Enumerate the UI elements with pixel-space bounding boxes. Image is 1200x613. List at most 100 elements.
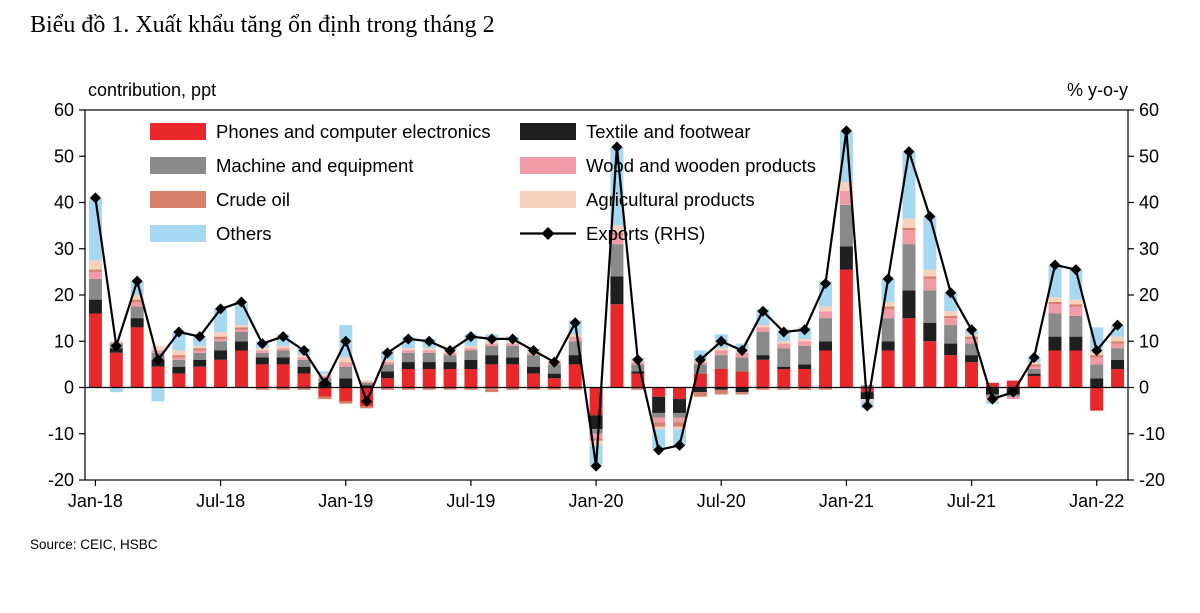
bar-segment	[318, 373, 332, 376]
bar-segment	[714, 387, 728, 390]
exports-diamond-marker	[110, 340, 122, 352]
bar-segment	[109, 352, 123, 388]
exports-diamond-marker	[1049, 259, 1061, 271]
bar-segment	[422, 352, 436, 363]
y-axis-label-left: 40	[54, 193, 74, 213]
bar-segment	[297, 387, 311, 390]
bar-segment	[756, 325, 770, 328]
bar-segment	[839, 204, 853, 247]
bar-segment	[130, 306, 144, 319]
exports-diamond-marker	[903, 146, 915, 158]
bar-segment	[902, 290, 916, 319]
bar-segment	[589, 415, 603, 430]
y-axis-label-right: 0	[1139, 378, 1149, 398]
legend-label: Agricultural products	[586, 189, 755, 210]
x-axis-label: Jul-18	[196, 491, 245, 511]
bar-segment	[297, 355, 311, 358]
bar-segment	[1111, 336, 1125, 342]
exports-diamond-marker	[444, 345, 456, 356]
source-note: Source: CEIC, HSBC	[30, 537, 158, 552]
exports-diamond-marker	[966, 324, 978, 336]
bar-segment	[360, 406, 374, 409]
legend-swatch	[520, 157, 576, 174]
bar-segment	[380, 362, 394, 365]
bar-segment	[756, 387, 770, 390]
bar-segment	[693, 392, 707, 397]
bar-segment	[923, 276, 937, 279]
bar-segment	[714, 355, 728, 369]
bar-segment	[1090, 364, 1104, 379]
bar-segment	[506, 343, 520, 346]
bar-segment	[881, 350, 895, 388]
bar-segment	[1069, 306, 1083, 316]
legend-label: Machine and equipment	[216, 155, 413, 176]
bar-segment	[735, 392, 749, 395]
x-axis-label: Jan-20	[569, 491, 624, 511]
bar-segment	[1048, 336, 1062, 351]
bar-segment	[673, 422, 687, 427]
exports-diamond-marker	[319, 377, 331, 389]
bar-segment	[401, 348, 415, 351]
exports-diamond-marker	[423, 335, 435, 347]
bar-segment	[923, 341, 937, 388]
bar-segment	[464, 359, 478, 369]
right-axis-title: % y-o-y	[1066, 80, 1128, 100]
bar-segment	[547, 373, 561, 379]
bar-segment	[1111, 341, 1125, 344]
exports-line	[94, 129, 1119, 468]
bar-segment	[610, 234, 624, 245]
bar-segment	[777, 348, 791, 367]
bar-segment	[965, 355, 979, 363]
bar-segment	[172, 359, 186, 367]
bar-segment	[234, 327, 248, 330]
bar-segment	[172, 373, 186, 388]
bar-segment	[881, 341, 895, 351]
bar-segment	[589, 440, 603, 446]
bar-segment	[860, 387, 874, 393]
bar-segment	[902, 227, 916, 231]
bar-segment	[276, 348, 290, 351]
bar-segment	[1027, 375, 1041, 388]
bar-segment	[255, 387, 269, 390]
exports-diamond-marker	[173, 326, 185, 338]
bar-segment	[130, 327, 144, 388]
bar-segment	[944, 318, 958, 326]
bar-segment	[693, 364, 707, 374]
y-axis-label-left: 60	[54, 100, 74, 120]
bar-segment	[506, 387, 520, 390]
exports-diamond-marker	[986, 393, 998, 405]
x-axis-label: Jul-21	[947, 491, 996, 511]
legend-swatch	[150, 123, 206, 140]
bar-segment	[589, 438, 603, 441]
bar-segment	[923, 278, 937, 291]
exports-diamond-marker	[381, 347, 393, 359]
exports-diamond-marker	[778, 326, 790, 338]
bar-segment	[965, 338, 979, 344]
bar-segment	[902, 318, 916, 388]
bar-segment	[819, 318, 833, 342]
bar-segment	[881, 301, 895, 307]
bar-segment	[443, 387, 457, 390]
y-axis-label-left: 10	[54, 331, 74, 351]
bar-segment	[756, 359, 770, 388]
bar-segment	[464, 345, 478, 349]
x-axis-label: Jul-20	[697, 491, 746, 511]
bar-segment	[422, 348, 436, 351]
bar-segment	[839, 246, 853, 270]
bar-segment	[172, 357, 186, 360]
bar-segment	[777, 366, 791, 369]
bar-segment	[506, 364, 520, 388]
bar-segment	[464, 348, 478, 351]
bar-segment	[923, 290, 937, 323]
x-axis-label: Jan-18	[68, 491, 123, 511]
left-axis-title: contribution, ppt	[88, 80, 217, 100]
bar-segment	[297, 357, 311, 360]
bar-segment	[610, 304, 624, 388]
y-axis-label-right: -10	[1139, 424, 1165, 444]
bar-segment	[798, 338, 812, 342]
bar-segment	[255, 348, 269, 351]
bar-segment	[88, 260, 102, 270]
bar-segment	[443, 369, 457, 388]
bar-segment	[944, 325, 958, 344]
